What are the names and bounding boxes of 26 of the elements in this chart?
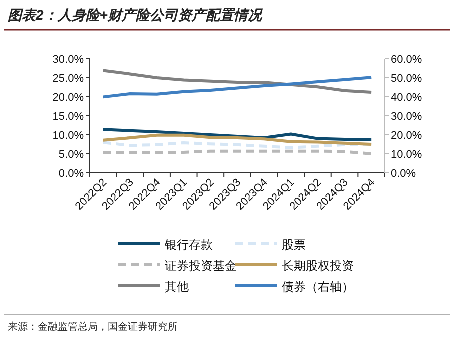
y-tick-label: 20.0% xyxy=(52,92,84,104)
y2-tick-label: 10.0% xyxy=(391,149,422,161)
y2-tick-label: 40.0% xyxy=(391,92,422,104)
source-note: 来源：金融监管总局，国金证券研究所 xyxy=(8,321,178,333)
y-tick-label: 5.0% xyxy=(58,149,84,161)
y-tick-label: 0.0% xyxy=(58,168,84,180)
legend-label: 债券（右轴） xyxy=(282,280,354,294)
line-series xyxy=(102,76,374,99)
y-tick-label: 30.0% xyxy=(52,54,84,66)
y-tick-label: 25.0% xyxy=(52,73,84,85)
y2-tick-label: 50.0% xyxy=(391,73,422,85)
legend-label: 其他 xyxy=(165,280,189,294)
y-tick-label: 15.0% xyxy=(52,111,84,123)
chart-title: 图表2：人身险+财产险公司资产配置情况 xyxy=(8,7,264,23)
legend-label: 股票 xyxy=(282,238,306,252)
y-tick-label: 10.0% xyxy=(52,130,84,142)
line-series xyxy=(102,69,374,94)
line-series xyxy=(102,128,374,142)
legend-label: 证券投资基金 xyxy=(165,259,237,273)
legend-label: 银行存款 xyxy=(164,238,213,252)
legend-label: 长期股权投资 xyxy=(282,259,354,273)
y2-tick-label: 60.0% xyxy=(391,54,422,66)
y2-tick-label: 30.0% xyxy=(391,111,422,123)
y2-tick-label: 20.0% xyxy=(391,130,422,142)
line-series xyxy=(102,134,374,146)
y2-tick-label: 0.0% xyxy=(391,168,416,180)
